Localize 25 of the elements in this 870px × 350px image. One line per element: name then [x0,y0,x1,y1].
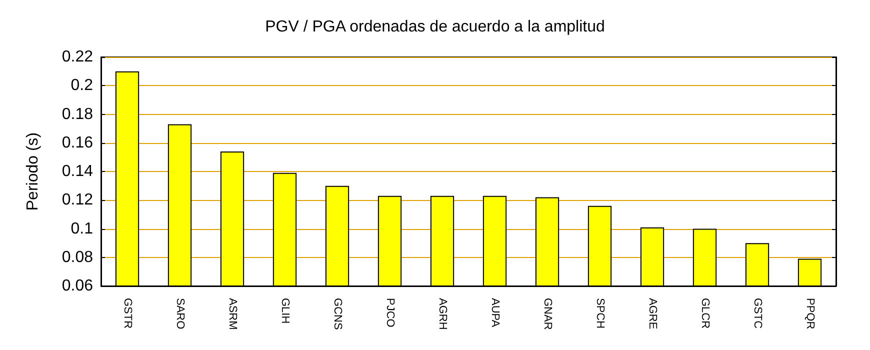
chart-title: PGV / PGA ordenadas de acuerdo a la amplitud [265,18,605,36]
y-tick-label: 0.12 [62,192,94,209]
x-tick-label: SPCH [594,298,606,329]
y-tick-label: 0.16 [62,134,94,152]
x-tick-label: PPQR [804,298,816,330]
y-tick-label: 0.14 [62,163,94,180]
y-tick-label: 0.08 [62,248,94,266]
x-tick-label: SARO [174,298,186,330]
x-tick-label: GSTC [751,298,764,329]
x-tick-label: AUPA [488,298,501,328]
x-tick-label: GNAR [541,298,554,330]
y-tick-label: 0.1 [70,220,94,238]
y-axis-title: Periodo (s) [24,132,42,211]
x-tick-label: AGRE [646,298,658,330]
x-tick-label: GCNS [331,298,344,330]
x-tick-label: GSTR [121,298,134,329]
y-tick-label: 0.06 [62,278,94,294]
y-tick-label: 0.2 [70,77,94,94]
x-tick-label: GLIH [278,298,291,324]
x-tick-label: PJCO [384,298,396,328]
x-tick-label: AGRH [436,298,448,330]
y-tick-label: 0.22 [62,48,94,66]
y-tick-label: 0.18 [62,106,94,123]
x-tick-label: ASRM [226,298,238,330]
x-tick-label: GLCR [698,298,711,329]
